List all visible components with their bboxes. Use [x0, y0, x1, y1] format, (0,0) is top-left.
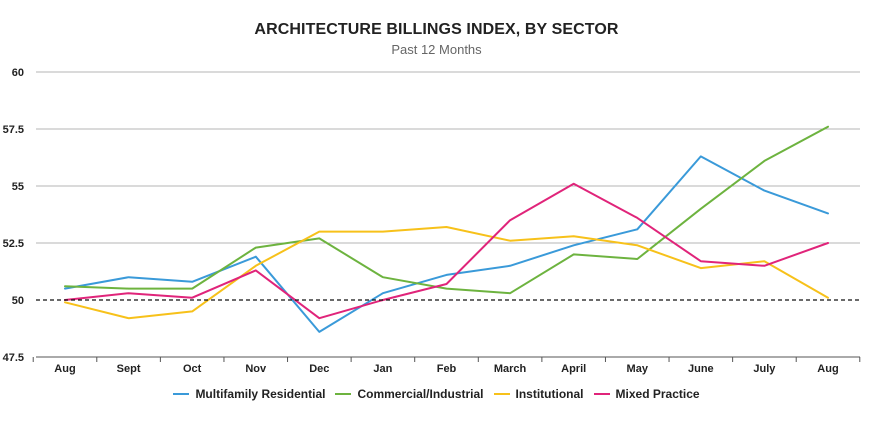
series-line [64, 155, 829, 333]
legend-label: Multifamily Residential [195, 387, 326, 401]
legend-item: Multifamily Residential [173, 387, 325, 401]
legend-item: Mixed Practice [593, 387, 700, 401]
chart-title: ARCHITECTURE BILLINGS INDEX, BY SECTOR [254, 21, 619, 38]
chart-legend: Multifamily Residential Commercial/Indus… [0, 387, 873, 401]
y-tick-label: 52.5 [3, 238, 24, 250]
x-tick-label: Feb [437, 363, 457, 375]
x-tick-label: Aug [54, 363, 75, 375]
legend-swatch [593, 393, 610, 395]
legend-label: Mixed Practice [615, 387, 700, 401]
chart-subtitle: Past 12 Months [391, 42, 482, 57]
x-tick-label: July [753, 363, 776, 375]
x-tick-label: Aug [817, 363, 838, 375]
y-tick-label: 55 [12, 181, 24, 193]
legend-label: Institutional [515, 387, 584, 401]
legend-swatch [335, 393, 352, 395]
x-tick-label: March [494, 363, 527, 375]
x-tick-label: April [561, 363, 586, 375]
x-tick-label: Jan [373, 363, 392, 375]
x-tick-label: Sept [117, 363, 141, 375]
x-tick-label: Dec [309, 363, 329, 375]
x-tick-label: May [627, 363, 649, 375]
series-line [64, 182, 829, 320]
legend-swatch [493, 393, 510, 395]
y-tick-label: 57.5 [3, 124, 24, 136]
x-tick-label: Nov [245, 363, 267, 375]
series-line [64, 125, 829, 295]
x-tick-label: Oct [183, 363, 202, 375]
legend-item: Commercial/Industrial [335, 387, 484, 401]
legend-item: Institutional [493, 387, 584, 401]
y-tick-label: 47.5 [3, 352, 24, 364]
legend-label: Commercial/Industrial [357, 387, 484, 401]
legend-swatch [173, 393, 190, 395]
series-line [64, 226, 829, 320]
y-tick-label: 50 [12, 295, 24, 307]
y-tick-label: 60 [12, 67, 24, 79]
x-tick-label: June [688, 363, 714, 375]
